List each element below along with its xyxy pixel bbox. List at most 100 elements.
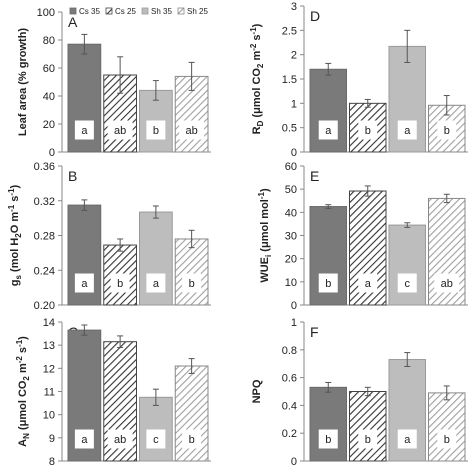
legend-label: Sh 35 — [151, 7, 172, 16]
letter-box — [397, 429, 417, 449]
y-axis-label: AN​ (μmol CO2​ m-2​ s-1​) — [15, 336, 31, 447]
letter-box — [397, 273, 417, 293]
y-tick-label: 0.5 — [282, 123, 297, 135]
significance-letter: a — [153, 278, 160, 290]
y-tick-label: 1.5 — [282, 74, 297, 86]
legend-label: Sh 25 — [187, 7, 208, 16]
y-axis-label: NPQ — [251, 379, 263, 403]
y-tick-label: 0.2 — [282, 428, 297, 440]
y-tick-label: 0 — [291, 147, 297, 159]
legend-swatch — [141, 7, 149, 15]
letter-box — [107, 429, 133, 449]
y-axis-label: Leaf area (% growth) — [17, 28, 29, 137]
letter-box — [74, 429, 94, 449]
y-tick-label: 1 — [291, 98, 297, 110]
y-tick-label: 11 — [44, 387, 55, 399]
legend-label: Cs 25 — [115, 7, 136, 16]
significance-letter: b — [153, 125, 159, 137]
significance-letter: b — [325, 434, 331, 446]
panel-letter: F — [310, 324, 319, 340]
panel-letter: D — [310, 8, 320, 24]
panel-b: 0.20 0.24 0.28 0.32 0.36 gs​ (mol H2​O m-1​ s… — [7, 161, 211, 312]
y-axis-label: RD​ (μmol CO2​ m-2​ s-1​) — [249, 23, 265, 134]
y-tick-label: 30 — [285, 231, 297, 243]
letter-box — [146, 273, 166, 293]
bar-d-1 — [309, 68, 347, 153]
bar-e-3 — [388, 224, 426, 306]
significance-letter: c — [405, 278, 411, 290]
letter-box — [146, 429, 166, 449]
letter-box — [146, 120, 166, 140]
panel-letter: E — [310, 168, 319, 184]
y-tick-label: 0.4 — [282, 400, 297, 412]
significance-letter: b — [365, 125, 371, 137]
y-tick-label: 0.6 — [282, 373, 297, 385]
panel-letter: B — [68, 168, 77, 184]
bar-f-2 — [349, 391, 387, 462]
y-tick-label: 13 — [43, 340, 55, 352]
y-tick-label: 0 — [291, 456, 297, 468]
y-tick-label: 14 — [43, 317, 55, 329]
y-tick-label: 2.5 — [282, 25, 297, 37]
significance-letter: b — [325, 278, 331, 290]
y-tick-label: 60 — [285, 161, 297, 173]
legend-label: Cs 35 — [79, 7, 100, 16]
y-tick-label: 0.8 — [282, 345, 297, 357]
y-tick-label: 0.36 — [34, 161, 55, 173]
bar-b-4 — [174, 238, 209, 306]
significance-letter: ab — [441, 278, 453, 290]
y-tick-label: 60 — [43, 63, 55, 75]
significance-letter: ab — [186, 125, 198, 137]
significance-letter: b — [189, 434, 195, 446]
panel-a: 0 20 40 60 80 100 Leaf area (% growth) Aa ab b ab — [17, 7, 211, 159]
y-tick-label: 40 — [43, 91, 55, 103]
panel-e: 0 10 20 30 40 50 60 WUEi​ (μmol mol-1​) Eb a c ab — [257, 161, 468, 312]
y-tick-label: 0.28 — [34, 231, 55, 243]
significance-letter: b — [117, 278, 123, 290]
letter-box — [437, 429, 457, 449]
letter-box — [318, 273, 338, 293]
letter-box — [179, 120, 205, 140]
y-axis-label: WUEi​ (μmol mol-1​) — [257, 188, 273, 283]
letter-box — [110, 273, 130, 293]
y-tick-label: 0 — [49, 147, 55, 159]
y-tick-label: 0.24 — [34, 265, 55, 277]
bar-f-1 — [309, 386, 347, 462]
significance-letter: b — [444, 125, 450, 137]
bar-c-4 — [174, 365, 209, 462]
y-axis-label: gs​ (mol H2​O m-1​ s-1​) — [7, 184, 23, 286]
significance-letter: a — [365, 278, 372, 290]
y-tick-label: 2 — [291, 50, 297, 62]
legend-swatch — [105, 7, 113, 15]
letter-box — [182, 273, 202, 293]
significance-letter: a — [81, 125, 88, 137]
y-tick-label: 9 — [49, 433, 55, 445]
letter-box — [358, 120, 378, 140]
letter-box — [318, 120, 338, 140]
letter-box — [107, 120, 133, 140]
legend-swatch — [177, 7, 185, 15]
y-tick-label: 0.20 — [34, 300, 55, 312]
letter-box — [437, 120, 457, 140]
y-tick-label: 20 — [285, 254, 297, 266]
significance-letter: a — [325, 125, 332, 137]
significance-letter: ab — [114, 125, 126, 137]
significance-letter: c — [153, 434, 159, 446]
significance-letter: ab — [114, 434, 126, 446]
legend-swatch — [69, 7, 77, 15]
bar-c-3 — [139, 396, 173, 462]
y-tick-label: 80 — [43, 35, 55, 47]
y-tick-label: 10 — [43, 410, 55, 422]
bar-f-4 — [428, 392, 466, 462]
y-tick-label: 50 — [285, 184, 297, 196]
significance-letter: b — [365, 434, 371, 446]
y-tick-label: 10 — [285, 277, 297, 289]
y-tick-label: 1 — [291, 317, 297, 329]
letter-box — [74, 120, 94, 140]
y-tick-label: 12 — [43, 363, 55, 375]
significance-letter: b — [189, 278, 195, 290]
letter-box — [397, 120, 417, 140]
